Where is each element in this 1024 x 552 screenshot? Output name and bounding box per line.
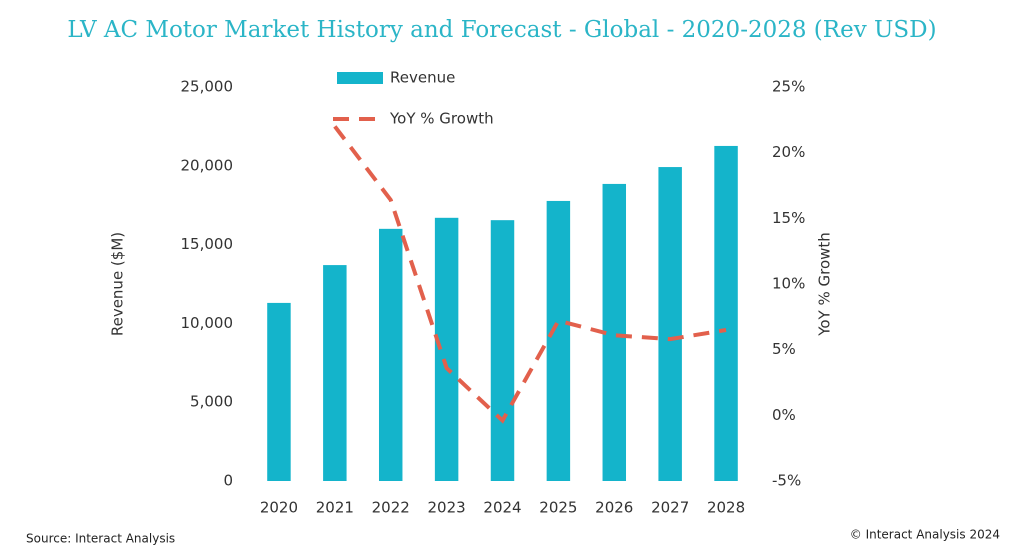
bar <box>323 265 347 481</box>
y-tick-label: 0 <box>223 472 233 490</box>
y-tick-label: 5,000 <box>190 393 233 411</box>
bar <box>267 302 291 481</box>
y2-tick-label: 20% <box>772 143 805 161</box>
x-tick-label: 2021 <box>316 499 354 517</box>
y-axis-label: Revenue ($M) <box>109 232 127 336</box>
y2-tick-label: -5% <box>772 472 801 490</box>
line <box>333 125 727 424</box>
y2-tick-label: 10% <box>772 275 805 293</box>
copyright: © Interact Analysis 2024 <box>850 528 1000 542</box>
x-tick-label: 2028 <box>707 499 745 517</box>
bar <box>658 167 682 482</box>
bar <box>434 217 459 482</box>
bar <box>602 183 627 481</box>
x-tick-label: 2023 <box>428 499 466 517</box>
legend-label: YoY % Growth <box>389 110 494 128</box>
chart-title: LV AC Motor Market History and Forecast … <box>67 17 936 43</box>
y2-tick-label: 25% <box>772 78 805 96</box>
x-tick-label: 2027 <box>651 499 689 517</box>
y-tick-label: 10,000 <box>181 314 234 332</box>
bar <box>714 145 738 482</box>
y-tick-label: 20,000 <box>181 156 234 174</box>
x-tick-label: 2026 <box>595 499 633 517</box>
y2-tick-label: 15% <box>772 209 805 227</box>
y2-tick-label: 0% <box>772 406 796 424</box>
y-tick-label: 25,000 <box>181 78 234 96</box>
x-tick-label: 2024 <box>483 499 521 517</box>
bar <box>378 228 403 481</box>
y2-axis-label: YoY % Growth <box>816 232 834 337</box>
x-tick-label: 2020 <box>260 499 298 517</box>
bar <box>490 220 515 481</box>
x-tick-label: 2025 <box>539 499 577 517</box>
bar <box>546 200 571 481</box>
legend-label: Revenue <box>390 69 455 87</box>
x-tick-label: 2022 <box>372 499 410 517</box>
source: Source: Interact Analysis <box>26 532 175 546</box>
legend-swatch <box>337 72 383 84</box>
y-tick-label: 15,000 <box>181 235 234 253</box>
y2-tick-label: 5% <box>772 340 796 358</box>
